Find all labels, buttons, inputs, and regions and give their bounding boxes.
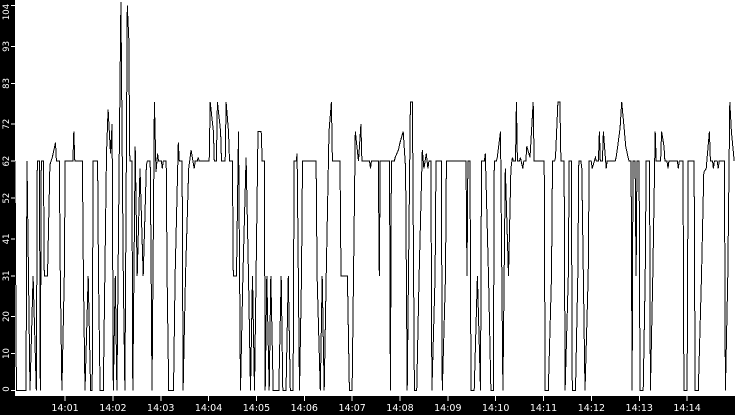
y-tick-label: 83 bbox=[2, 78, 12, 89]
x-tick-label: 14:05 bbox=[243, 403, 270, 414]
y-tick-label: 31 bbox=[2, 270, 12, 281]
x-tick-label: 14:02 bbox=[99, 403, 126, 414]
y-tick-label: 41 bbox=[2, 233, 12, 244]
y-axis-strip bbox=[0, 0, 15, 396]
y-tick-label: 62 bbox=[2, 156, 12, 167]
x-tick-label: 14:09 bbox=[434, 403, 461, 414]
x-tick-label: 14:07 bbox=[338, 403, 365, 414]
y-tick-label: 20 bbox=[2, 311, 12, 322]
y-tick-label: 0 bbox=[2, 386, 12, 391]
y-tick-label: 52 bbox=[2, 193, 12, 204]
y-tick-label: 10 bbox=[2, 348, 12, 359]
data-series-line bbox=[14, 1, 735, 391]
x-tick-label: 14:14 bbox=[673, 403, 700, 414]
y-tick-label: 104 bbox=[2, 4, 12, 20]
x-tick-label: 14:04 bbox=[195, 403, 222, 414]
y-tick-label: 72 bbox=[2, 119, 12, 130]
x-tick-label: 14:10 bbox=[482, 403, 509, 414]
x-tick-label: 14:03 bbox=[147, 403, 174, 414]
x-tick-label: 14:01 bbox=[51, 403, 78, 414]
x-tick-label: 14:12 bbox=[578, 403, 605, 414]
x-tick-label: 14:11 bbox=[530, 403, 557, 414]
y-tick-label: 93 bbox=[2, 41, 12, 52]
x-axis-strip bbox=[0, 396, 735, 415]
x-tick-label: 14:08 bbox=[386, 403, 413, 414]
x-tick-label: 14:06 bbox=[291, 403, 318, 414]
x-tick-label: 14:13 bbox=[626, 403, 653, 414]
